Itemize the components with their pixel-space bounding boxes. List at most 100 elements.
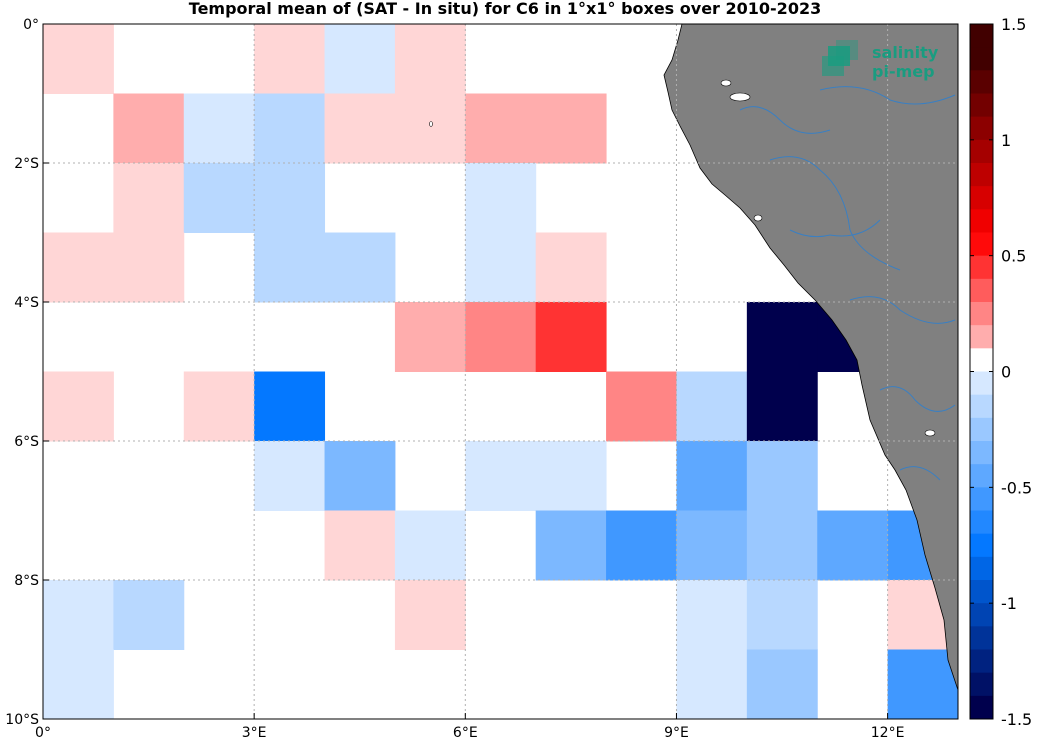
colorbar-tick-label: -1.5	[1001, 710, 1032, 729]
heatmap-cell	[254, 232, 326, 303]
colorbar-segment	[970, 510, 993, 535]
heatmap-cell	[465, 93, 537, 164]
heatmap-cell	[324, 510, 396, 581]
heatmap-cell	[43, 232, 114, 303]
heatmap-cell	[43, 580, 114, 650]
x-tick-label: 0°	[35, 725, 51, 740]
logo-line2: pi-mep	[872, 62, 935, 81]
colorbar-segment	[970, 695, 993, 720]
colorbar-segment	[970, 371, 993, 396]
heatmap-cell	[113, 93, 185, 164]
heatmap-cell	[676, 510, 748, 581]
x-tick-label: 6°E	[453, 725, 478, 740]
heatmap-cell	[254, 441, 326, 511]
x-tick-label: 12°E	[871, 725, 905, 740]
heatmap-cell	[43, 649, 114, 719]
heatmap-cell	[535, 441, 607, 511]
y-tick-label: 8°S	[14, 573, 39, 589]
colorbar-segment	[970, 580, 993, 604]
heatmap-cell	[113, 580, 185, 650]
colorbar-segment	[970, 464, 993, 488]
heatmap-cell	[113, 163, 185, 233]
y-tick-label: 4°S	[14, 295, 39, 311]
heatmap-cell	[535, 510, 607, 581]
colorbar-segment	[970, 47, 993, 71]
colorbar-segment	[970, 417, 993, 442]
heatmap-cell	[113, 232, 185, 303]
heatmap-cell	[746, 649, 818, 719]
heatmap-cell	[183, 163, 255, 233]
x-tick-label: 3°E	[242, 725, 267, 740]
land-mask	[429, 24, 958, 691]
heatmap-cell	[394, 510, 466, 581]
colorbar-segment	[970, 672, 993, 697]
heatmap-cell	[465, 163, 537, 233]
colorbar-tick-label: 0	[1001, 363, 1011, 382]
colorbar-segment	[970, 209, 993, 233]
plot-frame	[42, 23, 959, 720]
heatmap-cell	[465, 302, 537, 372]
colorbar-segment	[970, 556, 993, 581]
heatmap-cell	[606, 371, 677, 442]
colorbar-segment	[970, 603, 993, 627]
heatmap-cell	[465, 441, 537, 511]
colorbar-segment	[970, 302, 993, 326]
colorbar-segment	[970, 70, 993, 94]
heatmap-cell	[746, 510, 818, 581]
heatmap-cell	[394, 580, 466, 650]
colorbar-tick-label: 1	[1001, 131, 1011, 150]
heatmap-cell	[394, 93, 466, 164]
colorbar-segment	[970, 116, 993, 141]
salinity-pimep-logo: salinity pi-mep	[822, 40, 939, 81]
x-tick-label: 9°E	[664, 725, 689, 740]
colorbar-tick-label: 0.5	[1001, 247, 1026, 266]
heatmap-cell	[254, 163, 326, 233]
colorbar-segment	[970, 255, 993, 280]
y-tick-label: 0°	[23, 17, 39, 33]
colorbar: 1.5 1 0.5 0 -0.5 -1 -1.5	[969, 15, 1032, 729]
heatmap-cell	[535, 302, 607, 372]
logo-line1: salinity	[872, 43, 939, 62]
colorbar-segment	[970, 232, 993, 257]
heatmap-cell	[324, 232, 396, 303]
heatmap-cell	[43, 24, 114, 94]
heatmap-cell	[817, 510, 889, 581]
colorbar-segment	[970, 533, 993, 558]
heatmap-cell	[324, 24, 396, 94]
heatmap-cell	[676, 371, 748, 442]
colorbar-tick-label: 1.5	[1001, 15, 1026, 34]
colorbar-segment	[970, 163, 993, 187]
y-tick-label: 6°S	[14, 434, 39, 450]
colorbar-segment	[970, 278, 993, 303]
heatmap-cell	[465, 232, 537, 303]
heatmap-cell	[535, 232, 607, 303]
y-tick-label: 10°S	[5, 712, 39, 728]
heatmap-cell	[394, 24, 466, 94]
colorbar-segment	[970, 348, 993, 372]
heatmap-cell	[254, 93, 326, 164]
colorbar-segment	[970, 626, 993, 650]
heatmap-cell	[254, 371, 326, 442]
chart-title: Temporal mean of (SAT - In situ) for C6 …	[188, 0, 822, 18]
colorbar-segment	[970, 441, 993, 465]
colorbar-segment	[970, 649, 993, 674]
heatmap-cell	[394, 302, 466, 372]
heatmap-cell	[887, 649, 958, 719]
heatmap-cell	[324, 93, 396, 164]
heatmap-cell	[535, 93, 607, 164]
colorbar-tick-label: -1	[1001, 594, 1017, 613]
colorbar-segment	[970, 487, 993, 511]
heatmap-cell	[676, 649, 748, 719]
heatmap-cell	[324, 441, 396, 511]
heatmap-cell	[254, 24, 326, 94]
heatmap-cell	[183, 371, 255, 442]
colorbar-segment	[970, 394, 993, 419]
heatmap-cell	[43, 371, 114, 442]
heatmap-cell	[746, 302, 818, 372]
heatmap-cell	[746, 441, 818, 511]
heatmap-cell	[606, 510, 677, 581]
colorbar-segment	[970, 24, 993, 48]
heatmap-cell	[676, 580, 748, 650]
axes: 0° 3°E 6°E 9°E 12°E 0° 2°S 4°S 6°S 8°S 10°S	[5, 17, 904, 740]
